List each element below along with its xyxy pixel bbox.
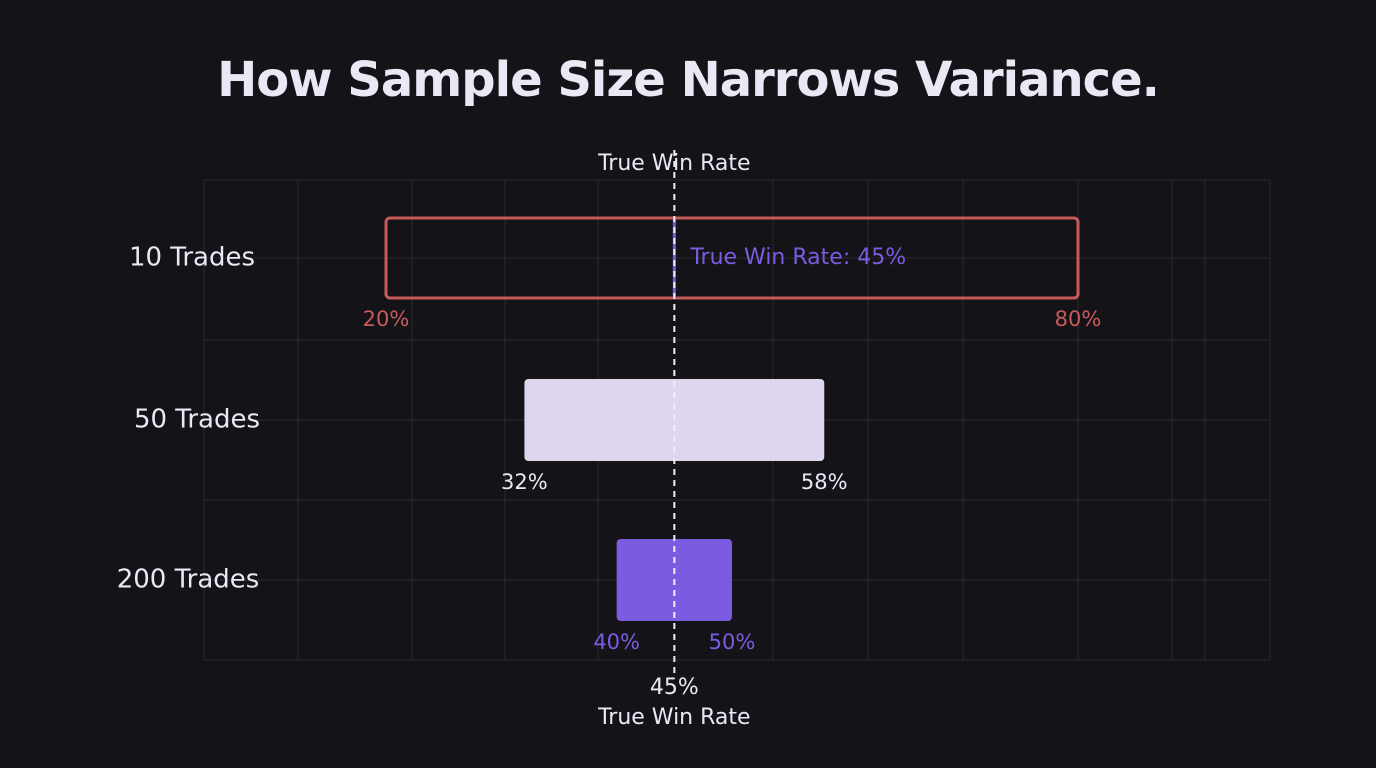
category-label: 50 Trades: [134, 405, 260, 435]
range-high-label: 50%: [709, 630, 756, 654]
range-low-label: 40%: [593, 630, 640, 654]
range-high-label: 80%: [1055, 307, 1102, 331]
range-low-label: 20%: [363, 307, 410, 331]
reference-top-label: True Win Rate: [597, 151, 751, 176]
annotation-label: True Win Rate: 45%: [689, 245, 906, 270]
range-bar-outline: [384, 216, 1080, 300]
category-label: 10 Trades: [129, 243, 255, 273]
reference-value-label: 45%: [650, 675, 699, 700]
category-label: 200 Trades: [117, 565, 260, 595]
reference-bottom-label: True Win Rate: [597, 705, 751, 730]
chart-title: How Sample Size Narrows Variance.: [217, 52, 1160, 108]
range-low-label: 32%: [501, 470, 548, 494]
range-high-label: 58%: [801, 470, 848, 494]
